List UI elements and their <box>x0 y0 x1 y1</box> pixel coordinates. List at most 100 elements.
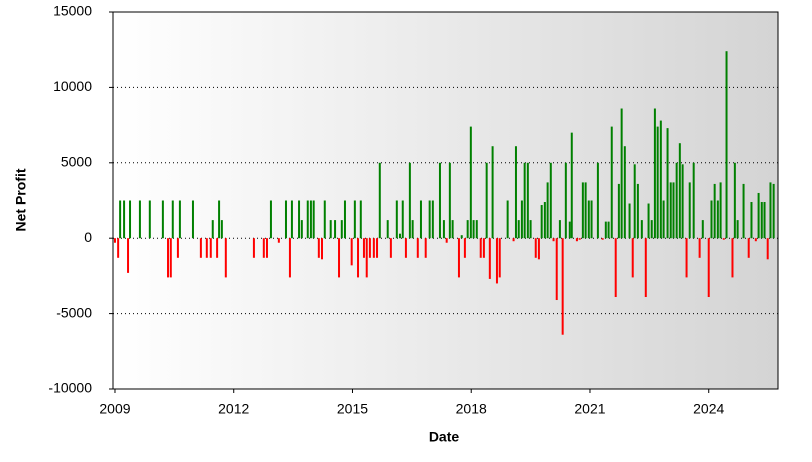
bar <box>596 162 599 239</box>
bar <box>372 238 375 258</box>
bar <box>419 200 422 239</box>
bar <box>298 200 301 239</box>
bar <box>323 200 326 239</box>
bar <box>161 200 164 239</box>
bar <box>623 146 626 239</box>
bar <box>451 220 454 239</box>
bar <box>650 220 653 239</box>
bar <box>523 162 526 239</box>
bar <box>688 182 691 239</box>
bar <box>769 182 772 239</box>
bar <box>138 200 141 239</box>
y-tick-label: 5000 <box>61 154 92 170</box>
bar <box>736 220 739 239</box>
y-tick-label: 0 <box>84 229 92 245</box>
bar <box>389 238 392 258</box>
bar <box>129 200 132 239</box>
bar <box>265 238 268 258</box>
bar <box>362 238 365 258</box>
bar <box>466 220 469 239</box>
bar <box>534 238 537 258</box>
bar <box>359 200 362 239</box>
bar <box>431 200 434 239</box>
bar <box>117 238 120 258</box>
bar <box>701 220 704 239</box>
bar <box>376 238 379 258</box>
bar <box>457 238 460 278</box>
bar <box>725 51 728 239</box>
x-tick-label: 2015 <box>337 401 368 417</box>
bar <box>529 220 532 239</box>
bar <box>754 238 757 242</box>
bar <box>365 238 368 278</box>
bar <box>698 238 701 258</box>
bar <box>495 238 498 284</box>
bar <box>747 238 750 258</box>
bar <box>169 238 172 278</box>
bar <box>386 220 389 239</box>
bar <box>148 200 151 239</box>
bar <box>306 200 309 239</box>
bar <box>772 183 775 239</box>
bar <box>167 238 170 278</box>
bar <box>357 238 360 278</box>
bar <box>395 200 398 239</box>
bar <box>512 238 515 242</box>
bar <box>666 128 669 239</box>
bar <box>209 238 212 258</box>
bar <box>561 238 564 335</box>
bar <box>647 203 650 239</box>
bar <box>448 162 451 239</box>
x-tick-label: 2018 <box>456 401 487 417</box>
x-axis-title: Date <box>429 429 460 445</box>
bar <box>631 238 634 278</box>
bar <box>520 200 523 239</box>
y-tick-label: -10000 <box>48 380 92 396</box>
bar <box>343 200 346 239</box>
x-tick-label: 2024 <box>693 401 724 417</box>
bar <box>445 238 448 243</box>
bar <box>584 182 587 239</box>
bar <box>312 200 315 239</box>
bar <box>252 238 255 258</box>
plot-area <box>112 11 779 390</box>
bar <box>733 162 736 239</box>
bar <box>763 202 766 239</box>
bar <box>552 238 555 242</box>
bar <box>224 238 227 278</box>
bar <box>575 238 578 242</box>
bar <box>710 200 713 239</box>
bar <box>601 238 604 240</box>
bar <box>469 126 472 239</box>
bar <box>610 126 613 239</box>
bar <box>587 200 590 239</box>
bar <box>404 238 407 258</box>
bar <box>656 126 659 239</box>
bar <box>398 233 401 239</box>
bar <box>506 200 509 239</box>
bar <box>220 220 223 239</box>
bar <box>742 183 745 239</box>
bar <box>378 162 381 239</box>
x-tick-label: 2012 <box>218 401 249 417</box>
bar <box>578 238 581 240</box>
bar <box>558 220 561 239</box>
bar <box>636 183 639 239</box>
bar <box>760 202 763 239</box>
bar <box>475 220 478 239</box>
bar <box>485 162 488 239</box>
y-tick-label: 10000 <box>53 78 92 94</box>
bar <box>517 220 520 239</box>
bar <box>662 200 665 239</box>
bar <box>463 238 466 258</box>
bar <box>284 200 287 239</box>
bar <box>350 238 353 266</box>
bar <box>628 203 631 239</box>
bar <box>692 162 695 239</box>
bar <box>620 108 623 239</box>
x-tick-label: 2021 <box>574 401 605 417</box>
bar <box>678 143 681 239</box>
bar <box>401 200 404 239</box>
bar <box>321 238 323 260</box>
